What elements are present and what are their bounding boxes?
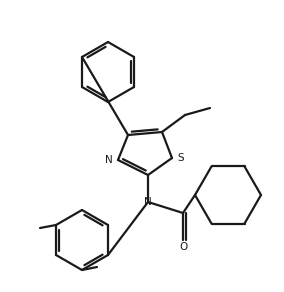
Text: N: N (105, 155, 113, 165)
Text: N: N (144, 197, 152, 207)
Text: S: S (178, 153, 184, 163)
Text: O: O (179, 242, 187, 252)
